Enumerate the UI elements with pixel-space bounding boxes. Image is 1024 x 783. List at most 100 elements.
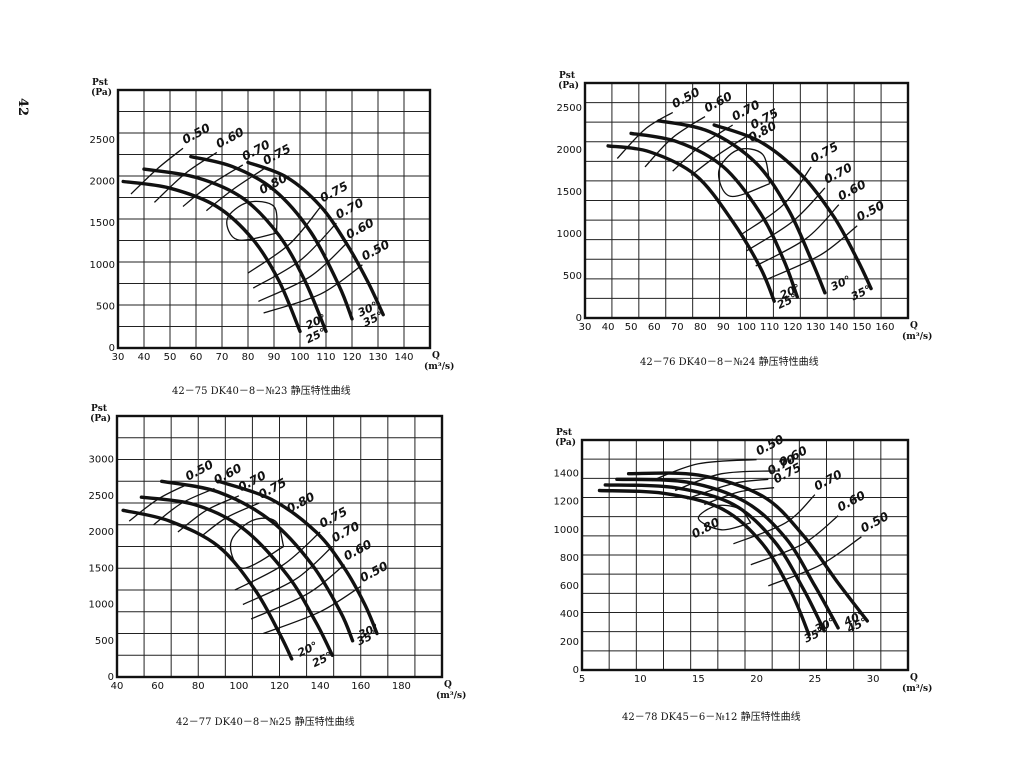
chart1-x-tick-label: 90 — [717, 322, 730, 333]
chart1-grid — [585, 83, 908, 318]
chart-42-76-caption: 42－76 DK40－8－№24 静压特性曲线 — [640, 357, 819, 368]
chart0-efficiency-curve — [247, 206, 322, 274]
chart2-x-axis-label: Q — [444, 680, 452, 690]
chart0-blade-angle-curve — [142, 167, 328, 334]
chart-42-77-caption: 42－77 DK40－8－№25 静压特性曲线 — [176, 717, 355, 728]
chart3-efficiency-curve — [750, 515, 839, 566]
chart3-efficiency-curve — [768, 536, 862, 587]
chart1-y-axis-unit: (Pa) — [558, 80, 579, 91]
chart0-blade-angle-curve — [189, 154, 354, 321]
chart0-x-tick-label: 130 — [368, 352, 387, 363]
chart-42-78-caption: 42－78 DK45－6－№12 静压特性曲线 — [622, 712, 801, 723]
chart1-blade-angle-curve — [629, 131, 799, 299]
chart1-x-tick-label: 110 — [760, 322, 779, 333]
chart1-x-tick-label: 100 — [737, 322, 756, 333]
chart1-blade-angle-curve — [712, 123, 873, 291]
chart3-efficiency-label: 0.70 — [812, 467, 845, 493]
chart0-y-tick-label: 1500 — [90, 218, 115, 229]
chart3-y-tick-label: 1400 — [554, 469, 579, 480]
chart1-blade-angle-curve — [657, 119, 827, 295]
chart0-y-tick-label: 2500 — [90, 135, 115, 146]
chart2-x-axis-unit: (m³/s) — [436, 690, 466, 701]
chart1-efficiency-curve — [764, 225, 858, 281]
chart2-blade-angle-curve — [160, 479, 355, 643]
chart3-y-tick-label: 200 — [560, 637, 579, 648]
chart2-y-tick-label: 1500 — [89, 563, 114, 574]
chart1-x-tick-label: 40 — [602, 322, 615, 333]
chart1-x-tick-label: 130 — [806, 322, 825, 333]
chart2-frame — [115, 414, 444, 679]
chart0-y-axis-unit: (Pa) — [91, 87, 112, 98]
chart1-x-tick-label: 140 — [829, 322, 848, 333]
chart3-efficiency-curve — [651, 458, 757, 482]
chart1-y-tick-label: 500 — [563, 271, 582, 282]
chart0-efficiency-curve — [258, 242, 348, 302]
chart-42-75-caption: 42－75 DK40－8－№23 静压特性曲线 — [172, 386, 351, 397]
chart0-x-axis-label: Q — [432, 351, 440, 361]
chart3-efficiency-label: 0.50 — [858, 509, 891, 535]
chart1-y-tick-label: 2000 — [557, 145, 582, 156]
chart0-y-tick-label: 0 — [109, 343, 115, 354]
chart1-y-tick-label: 1000 — [557, 229, 582, 240]
chart2-y-tick-label: 1000 — [89, 600, 114, 611]
chart1-x-tick-label: 80 — [694, 322, 707, 333]
chart0-y-tick-label: 500 — [96, 301, 115, 312]
chart1-y-tick-label: 1500 — [557, 187, 582, 198]
chart3-y-tick-label: 0 — [573, 665, 579, 676]
chart3-blade-angle-curve — [597, 488, 811, 637]
chart3-x-tick-label: 5 — [579, 674, 585, 685]
chart1-x-tick-label: 50 — [625, 322, 638, 333]
chart2-y-tick-label: 2000 — [89, 527, 114, 538]
chart1-frame — [583, 81, 910, 320]
chart1-efficiency-curve — [741, 166, 812, 235]
chart2-y-tick-label: 500 — [95, 636, 114, 647]
chart2-x-tick-label: 160 — [351, 681, 370, 692]
chart3-y-axis-label: Pst — [556, 428, 573, 438]
chart0-efficiency-curve — [252, 222, 337, 289]
chart2-x-tick-label: 40 — [111, 681, 124, 692]
chart2-efficiency-curve — [250, 564, 345, 620]
chart0-x-tick-label: 30 — [112, 352, 125, 363]
chart0-efficiency-curve — [226, 200, 278, 241]
chart0-efficiency-curve — [153, 151, 218, 203]
chart3-x-tick-label: 20 — [750, 674, 763, 685]
chart3-y-axis-unit: (Pa) — [555, 437, 576, 448]
chart2-y-tick-label: 3000 — [89, 455, 114, 466]
chart2-blade-angle-curve — [216, 479, 379, 636]
chart0-x-tick-label: 140 — [394, 352, 413, 363]
chart3-x-tick-label: 25 — [808, 674, 821, 685]
chart0-y-axis-label: Pst — [92, 78, 109, 88]
chart3-efficiency-curve — [674, 470, 780, 492]
chart0-x-tick-label: 100 — [290, 352, 309, 363]
chart0-x-tick-label: 90 — [268, 352, 281, 363]
chart1-x-tick-label: 150 — [852, 322, 871, 333]
chart2-blade-angle-curve — [121, 508, 294, 661]
chart1-efficiency-curve — [644, 116, 706, 168]
chart3-efficiency-label: 0.80 — [689, 515, 722, 541]
chart2-x-tick-label: 100 — [229, 681, 248, 692]
chart3-y-tick-label: 600 — [560, 581, 579, 592]
chart3-efficiency-label: 0.60 — [835, 488, 868, 514]
chart1-x-tick-label: 30 — [579, 322, 592, 333]
chart1-efficiency-curve — [616, 111, 674, 159]
chart0-y-tick-label: 1000 — [90, 260, 115, 271]
chart1-efficiency-curve — [690, 132, 752, 176]
chart0-x-tick-label: 110 — [316, 352, 335, 363]
chart0-efficiency-curve — [263, 264, 363, 314]
chart0-x-tick-label: 120 — [342, 352, 361, 363]
chart2-x-tick-label: 120 — [270, 681, 289, 692]
chart0-x-axis-unit: (m³/s) — [424, 361, 454, 372]
chart2-x-tick-label: 140 — [311, 681, 330, 692]
chart2-x-tick-label: 60 — [151, 681, 164, 692]
chart1-x-tick-label: 120 — [783, 322, 802, 333]
chart1-efficiency-curve — [717, 148, 771, 198]
chart2-y-axis-unit: (Pa) — [90, 413, 111, 424]
chart1-y-axis-label: Pst — [559, 71, 576, 81]
chart0-y-tick-label: 2000 — [90, 177, 115, 188]
chart2-y-tick-label: 0 — [108, 672, 114, 683]
chart3-efficiency-curve — [704, 487, 775, 506]
chart2-x-tick-label: 80 — [192, 681, 205, 692]
chart1-blade-angle-curve — [606, 144, 776, 303]
